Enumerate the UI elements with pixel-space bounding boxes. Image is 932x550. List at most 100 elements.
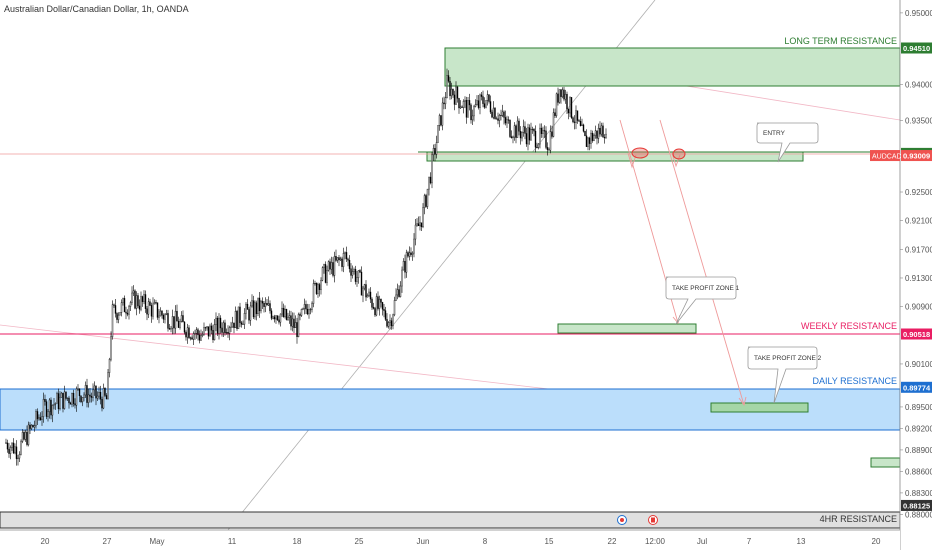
candle-body	[372, 307, 375, 309]
candle-body	[396, 289, 399, 296]
candle-body	[459, 106, 462, 109]
candle-body	[110, 336, 112, 360]
candle-body	[426, 188, 429, 207]
price-tick-label: 0.88600	[905, 467, 932, 476]
candle-body	[47, 411, 49, 417]
candle-body	[485, 100, 487, 108]
candle-body	[359, 270, 361, 273]
candle-body	[540, 127, 543, 134]
small-green-box[interactable]	[870, 457, 901, 468]
date-tick-label: 7	[747, 537, 752, 546]
candle-body	[519, 131, 522, 139]
price-tick-label: 0.95000	[905, 9, 932, 18]
candle-body	[389, 320, 391, 323]
rising-trendline[interactable]	[227, 0, 656, 531]
candle-body	[90, 395, 93, 398]
candle-body	[65, 391, 67, 399]
candle-body	[294, 322, 297, 329]
candle-body	[524, 126, 526, 134]
date-axis[interactable]	[0, 530, 900, 550]
candle-body	[24, 431, 27, 440]
candle-body	[8, 448, 10, 454]
candle-body	[450, 88, 453, 97]
candle-body	[312, 283, 315, 304]
candle-body	[504, 117, 507, 124]
candle-body	[569, 97, 571, 114]
price-tick-label: 0.89200	[905, 424, 932, 433]
candle-body	[231, 322, 234, 328]
price-badge-label-4hr: 0.88125	[903, 501, 930, 510]
take-profit-zone-1-callout[interactable]: TAKE PROFIT ZONE 1	[665, 276, 740, 325]
touch-marker-1[interactable]	[631, 147, 649, 159]
candle-body	[308, 309, 310, 315]
candle-body	[383, 308, 385, 311]
candle-body	[344, 252, 346, 254]
candle-body	[207, 326, 210, 337]
candle-body	[417, 223, 420, 227]
candle-body	[35, 411, 37, 426]
four-hr-resistance-zone[interactable]	[0, 511, 901, 529]
candle-body	[104, 388, 106, 396]
candle-body	[206, 326, 208, 329]
candle-body	[494, 107, 496, 119]
event-flag-icon[interactable]	[617, 515, 627, 525]
candle-body	[404, 261, 406, 273]
candle-body	[129, 302, 132, 307]
candle-body	[48, 399, 51, 413]
candle-body	[45, 401, 48, 417]
candle-body	[567, 108, 570, 114]
take-profit-zone-2-callout[interactable]: TAKE PROFIT ZONE 2	[747, 346, 822, 404]
price-tick-label: 0.88000	[905, 510, 932, 519]
entry-zone[interactable]	[426, 151, 804, 162]
candle-body	[546, 147, 549, 150]
candle-body	[425, 195, 427, 207]
candle-body	[159, 310, 162, 317]
candle-body	[71, 393, 73, 405]
candle-body	[395, 294, 397, 301]
canada-flag-icon[interactable]	[648, 515, 658, 525]
candle-body	[282, 307, 285, 317]
long-term-resistance-zone[interactable]	[444, 47, 901, 87]
candle-body	[174, 310, 177, 329]
price-axis[interactable]	[900, 0, 932, 550]
entry-callout[interactable]: ENTRY	[756, 122, 819, 163]
candle-body	[486, 94, 489, 101]
candle-body	[345, 252, 348, 260]
candle-body	[132, 290, 135, 294]
candle-body	[155, 302, 157, 304]
candle-body	[467, 100, 469, 118]
candle-body	[51, 404, 54, 416]
candle-body	[357, 270, 360, 278]
candle-body	[366, 295, 369, 298]
candle-body	[305, 304, 307, 310]
candle-body	[488, 94, 490, 102]
candle-body	[591, 132, 594, 141]
take-profit-zone-1-box[interactable]	[557, 323, 697, 334]
candle-body	[363, 284, 366, 289]
candle-body	[354, 269, 357, 282]
candle-body	[501, 111, 504, 116]
candle-body	[228, 327, 231, 334]
candle-body	[303, 304, 306, 309]
candle-body	[564, 93, 567, 100]
symbol-badge	[870, 150, 900, 162]
candle-body	[95, 385, 97, 399]
candle-body	[266, 303, 268, 306]
candle-body	[330, 262, 333, 270]
candle-body	[200, 335, 202, 341]
candle-body	[135, 295, 138, 309]
candle-body	[465, 100, 468, 118]
date-tick-label: 20	[41, 537, 50, 546]
candle-body	[143, 294, 145, 302]
touch-marker-2[interactable]	[672, 148, 686, 160]
candle-body	[146, 308, 148, 315]
candle-body	[542, 130, 544, 134]
take-profit-zone-2-box[interactable]	[710, 402, 809, 413]
candle-body	[149, 301, 151, 306]
candle-body	[384, 310, 387, 320]
candle-body	[288, 315, 291, 318]
candle-body	[255, 302, 258, 315]
candle-body	[111, 304, 114, 337]
price-candles[interactable]	[5, 68, 607, 466]
